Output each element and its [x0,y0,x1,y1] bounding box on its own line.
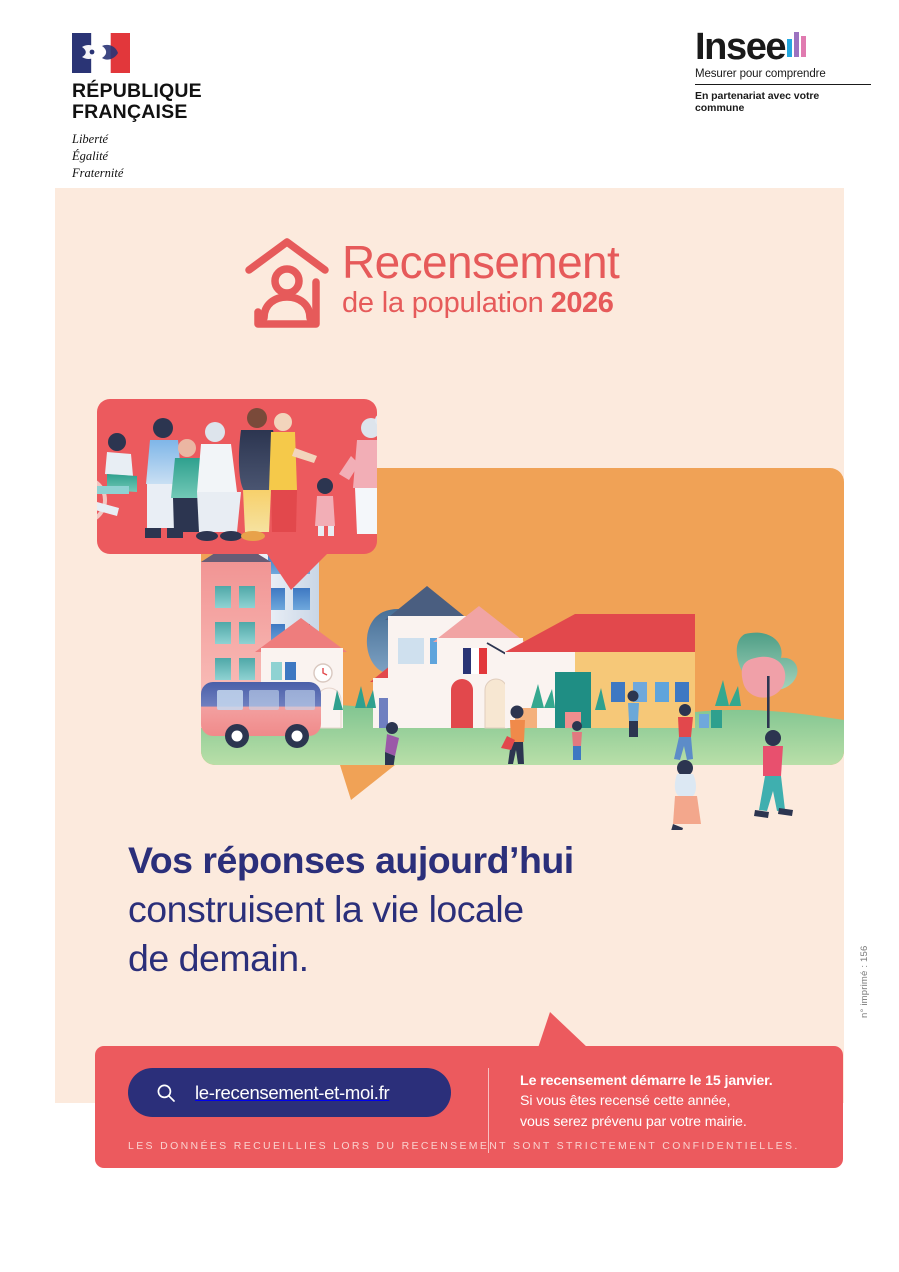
banner-message-line1: Le recensement démarre le 15 janvier. [520,1073,773,1089]
census-illustration: H [55,390,844,830]
shrubbery [333,680,741,710]
census-subtitle-row: de la population 2026 [342,287,619,320]
pink-tree [736,632,798,728]
print-reference: n° imprimé : 156 [859,945,870,1018]
city-bus [201,682,321,748]
illustration-svg: H [97,399,844,830]
pedestrian-woman-foreground [671,760,701,830]
census-subtitle: de la population [342,287,544,319]
insee-bar-chart-icon [787,31,807,57]
republique-title-line1: RÉPUBLIQUE [72,80,202,102]
person-elder [339,414,377,534]
headline-line3: de demain. [128,936,309,979]
republique-motto: Liberté Égalité Fraternité [72,131,252,181]
crowd-of-people [97,408,377,541]
pedestrian-pink-jacket-foreground [754,730,793,818]
french-flag-marianne-icon [72,33,130,73]
search-icon [157,1084,175,1102]
poster-header: RÉPUBLIQUE FRANÇAISE Liberté Égalité Fra… [0,0,899,188]
census-logo-text: Recensement de la population 2026 [342,236,620,320]
census-title: Recensement [342,236,620,288]
headline: Vos réponses aujourd’hui construisent la… [128,836,728,982]
pedestrian-orange [501,705,525,764]
call-to-action-banner: le-recensement-et-moi.fr Le recensement … [95,1046,843,1168]
banner-message-line3: vous serez prévenu par votre mairie. [520,1113,747,1130]
republique-francaise-logo: RÉPUBLIQUE FRANÇAISE Liberté Égalité Fra… [72,33,252,181]
confidentiality-notice: LES DONNÉES RECUEILLIES LORS DU RECENSEM… [128,1140,800,1152]
census-website-url: le-recensement-et-moi.fr [195,1081,390,1103]
motto-fraternite: Fraternité [72,165,124,180]
census-logo: Recensement de la population 2026 [244,236,704,344]
banner-message: Le recensement démarre le 15 janvier. Si… [520,1071,820,1132]
pedestrian-red-jacket [674,704,693,760]
motto-liberte: Liberté [72,132,109,147]
headline-line1: Vos réponses aujourd’hui [128,839,574,881]
insee-divider [695,83,871,85]
person-yellow-coat [269,413,317,532]
insee-wordmark-row: Insee [695,26,871,68]
headline-line2: construisent la vie locale [128,887,524,930]
pedestrian-walking-away [627,690,639,737]
person-wheelchair [97,433,137,524]
banner-message-line2: Si vous êtes recensé cette année, [520,1093,731,1110]
insee-tagline: Mesurer pour comprendre [695,67,826,80]
pedestrian-child [572,721,582,760]
person-dark-coat [238,408,277,541]
house-with-person-icon [245,238,329,328]
banner-speech-tail [538,1012,588,1048]
insee-partnership-text: En partenariat avec votre commune [695,89,820,114]
motto-egalite: Égalité [72,148,109,163]
census-website-button[interactable]: le-recensement-et-moi.fr [128,1068,451,1117]
person-white-outfit [196,422,242,541]
census-year: 2026 [550,287,614,319]
banner-divider [488,1068,489,1153]
republique-title: RÉPUBLIQUE FRANÇAISE [72,81,252,122]
pedestrian-cyclist [385,722,399,765]
insee-wordmark: Insee [695,26,787,68]
person-child [315,478,335,536]
yellow-civic-building [505,614,695,728]
person-teal-shirt [171,439,205,532]
insee-logo: Insee Mesurer pour comprendre En partena… [695,26,871,114]
republique-title-line2: FRANÇAISE [72,100,188,123]
